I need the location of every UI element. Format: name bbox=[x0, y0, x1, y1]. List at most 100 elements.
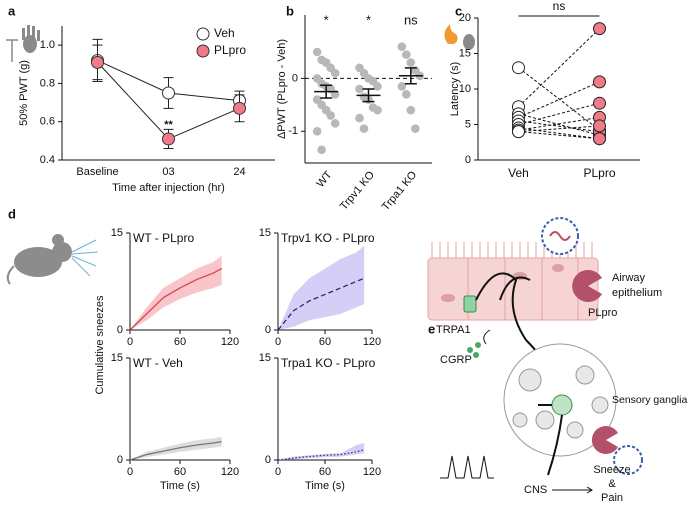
x-axis-label: Time after injection (hr) bbox=[112, 182, 225, 194]
point bbox=[330, 68, 340, 78]
pair-line bbox=[518, 67, 600, 131]
x-tick-label: Trpv1 KO bbox=[338, 169, 377, 213]
point bbox=[593, 132, 606, 146]
annotation: ** bbox=[164, 119, 173, 131]
mean-line bbox=[277, 277, 365, 331]
y-axis-label: Cumulative sneezes bbox=[94, 295, 106, 395]
legend-marker bbox=[196, 27, 210, 41]
y-tick-label: 0 bbox=[292, 72, 298, 84]
y-axis-label: Latency (s) bbox=[449, 62, 461, 116]
point bbox=[317, 145, 326, 155]
x-tick-label: 03 bbox=[162, 166, 174, 178]
point bbox=[326, 111, 335, 120]
pair-line bbox=[518, 28, 600, 108]
panel-label: c bbox=[455, 3, 462, 18]
point bbox=[512, 125, 525, 139]
x-tick-label: 60 bbox=[319, 336, 331, 348]
x-tick-label: Veh bbox=[508, 166, 529, 180]
mean-line bbox=[129, 440, 222, 461]
y-tick-label: 5 bbox=[465, 118, 471, 130]
plpro-icon bbox=[572, 270, 602, 302]
diagram: e PLpro Airway epithelium TRPA1 CGRP Sen… bbox=[427, 217, 687, 504]
label: Airway bbox=[612, 272, 646, 284]
point bbox=[373, 105, 382, 115]
marker bbox=[162, 86, 175, 100]
pair-line bbox=[518, 113, 600, 136]
pair-line bbox=[518, 127, 600, 140]
label: PLpro bbox=[588, 307, 617, 319]
label: CNS bbox=[524, 484, 547, 496]
x-tick-label: 60 bbox=[174, 466, 186, 478]
y-tick-label: 15 bbox=[111, 352, 123, 364]
point bbox=[355, 113, 364, 123]
panel-label: b bbox=[286, 3, 294, 18]
point bbox=[402, 50, 411, 59]
error-bar bbox=[362, 88, 375, 103]
legend-label: PLpro bbox=[214, 43, 246, 57]
point bbox=[312, 47, 322, 57]
y-tick-label: 0 bbox=[265, 454, 271, 466]
point bbox=[406, 58, 416, 67]
point bbox=[593, 75, 606, 89]
plpro-icon bbox=[591, 426, 618, 455]
legend-marker bbox=[196, 44, 210, 58]
x-tick-label: 24 bbox=[233, 166, 245, 178]
neurons bbox=[512, 365, 609, 439]
y-tick-label: 0 bbox=[465, 154, 471, 166]
pair-line bbox=[518, 131, 600, 140]
x-tick-label: 120 bbox=[363, 466, 381, 478]
x-tick-label: Trpa1 KO bbox=[380, 169, 420, 213]
x-tick-label: 60 bbox=[174, 336, 186, 348]
x-tick-label: Baseline bbox=[76, 166, 118, 178]
label: CGRP bbox=[440, 354, 472, 366]
point bbox=[330, 119, 340, 128]
y-tick-label: 15 bbox=[259, 227, 271, 239]
point bbox=[402, 89, 411, 99]
point bbox=[373, 82, 382, 91]
point bbox=[512, 61, 525, 75]
x-tick-label: 120 bbox=[221, 336, 239, 348]
x-tick-label: 120 bbox=[363, 336, 381, 348]
marker bbox=[162, 132, 175, 146]
error-bar bbox=[404, 67, 417, 85]
point bbox=[355, 84, 364, 94]
y-axis-label: ΔPWT (PLpro - Veh) bbox=[276, 39, 288, 139]
pair-line bbox=[518, 125, 600, 133]
y-tick-label: 20 bbox=[459, 12, 471, 24]
chart-title: Trpv1 KO - PLpro bbox=[281, 231, 375, 245]
point bbox=[593, 22, 606, 36]
annotation: * bbox=[324, 12, 329, 27]
panel-label: e bbox=[428, 321, 435, 336]
marker bbox=[233, 101, 246, 115]
y-tick-label: -1 bbox=[288, 125, 298, 137]
spikes bbox=[440, 455, 494, 479]
annotation: ns bbox=[553, 0, 566, 13]
y-tick-label: 0.4 bbox=[40, 154, 55, 166]
point bbox=[397, 82, 407, 91]
legend-label: Veh bbox=[214, 26, 235, 40]
panel-label: a bbox=[8, 3, 16, 18]
label: Pain bbox=[601, 492, 623, 504]
x-axis-label: Time (s) bbox=[160, 480, 200, 492]
x-tick-label: WT bbox=[315, 169, 335, 190]
y-tick-label: 0 bbox=[265, 324, 271, 336]
label: Sensory ganglia bbox=[612, 394, 687, 406]
mean-line bbox=[129, 267, 222, 331]
arrow bbox=[483, 329, 491, 345]
y-tick-label: 0 bbox=[117, 324, 123, 336]
heat-icon bbox=[444, 24, 475, 50]
arrow bbox=[552, 486, 593, 494]
y-tick-label: 10 bbox=[459, 83, 471, 95]
x-tick-label: PLpro bbox=[583, 166, 615, 180]
y-tick-label: 0.6 bbox=[40, 116, 55, 128]
label: TRPA1 bbox=[436, 324, 471, 336]
point bbox=[397, 42, 407, 52]
pair-line bbox=[518, 116, 600, 131]
confidence-band bbox=[278, 443, 365, 460]
x-tick-label: 0 bbox=[127, 336, 133, 348]
chart-title: WT - PLpro bbox=[133, 231, 194, 245]
mouse-icon bbox=[6, 234, 99, 285]
x-tick-label: 0 bbox=[275, 336, 281, 348]
chart-title: WT - Veh bbox=[133, 356, 183, 370]
